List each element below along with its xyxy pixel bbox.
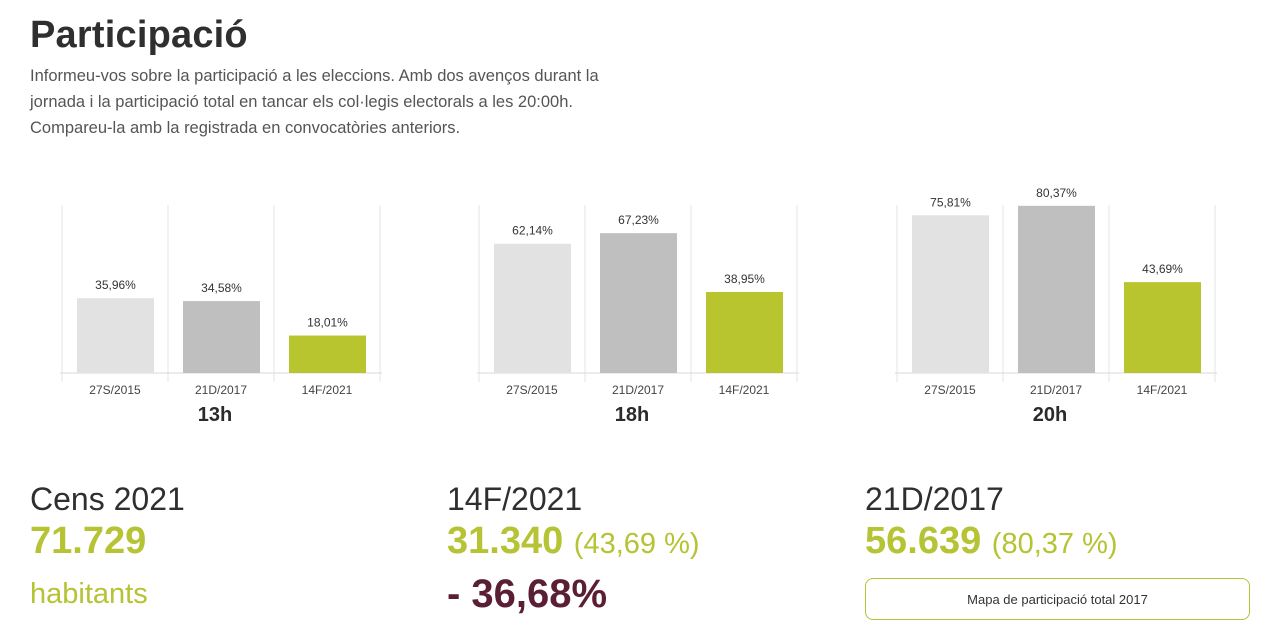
bar-14F/2021 [706, 291, 783, 373]
chart-hour-label: 20h [1032, 404, 1068, 426]
bar-value-label: 34,58% [201, 281, 242, 295]
bar-14F/2021 [289, 335, 366, 373]
participation-chart-20h: 20h 75,81% 27S/2015 80,37% 21D/2017 43,69% 14… [865, 186, 1217, 435]
current-turnout: 31.340 (43,69 %) [447, 518, 847, 567]
page-title: Participació [30, 14, 248, 56]
category-tick-label: 21D/2017 [1030, 383, 1082, 397]
intro-text: Informeu-vos sobre la participació a les… [30, 67, 599, 137]
category-tick-label: 21D/2017 [612, 383, 664, 397]
category-tick-label: 27S/2015 [506, 383, 558, 397]
category-tick-label: 14F/2021 [719, 383, 770, 397]
bar-value-label: 75,81% [930, 195, 971, 209]
bar-value-label: 80,37% [1036, 186, 1077, 200]
turnout-change: - 36,68% [447, 572, 608, 616]
bar-value-label: 43,69% [1142, 262, 1183, 276]
stat-current-election: 14F/2021 31.340 (43,69 %) - 36,68% [447, 480, 847, 619]
chart-svg: 75,81% 27S/2015 80,37% 21D/2017 43,69% 14F/20… [895, 186, 1217, 397]
cens-unit: habitants [30, 578, 148, 610]
bar-value-label: 18,01% [307, 316, 348, 330]
chart-svg: 35,96% 27S/2015 34,58% 21D/2017 18,01% 14F/20… [60, 205, 382, 397]
bar-27S/2015 [494, 243, 571, 373]
bar-27S/2015 [77, 298, 154, 373]
bar-value-label: 62,14% [512, 224, 553, 238]
chart-hour-label: 18h [614, 404, 650, 426]
bar-value-label: 38,95% [724, 272, 765, 286]
category-tick-label: 27S/2015 [89, 383, 141, 397]
bar-14F/2021 [1124, 282, 1201, 373]
current-turnout-pct: (43,69 %) [573, 528, 700, 560]
participation-chart-13h: 13h 35,96% 27S/2015 34,58% 21D/2017 18,01% 14… [30, 205, 382, 435]
category-tick-label: 27S/2015 [924, 383, 976, 397]
bar-21D/2017 [1018, 205, 1095, 373]
stat-previous-election: 21D/2017 56.639 (80,37 %) [865, 480, 1265, 567]
participation-map-button[interactable]: Mapa de participació total 2017 [865, 578, 1250, 620]
current-turnout-value: 31.340 [447, 520, 564, 562]
stat-cens: Cens 2021 71.729 habitants [30, 480, 430, 614]
bar-value-label: 35,96% [95, 278, 136, 292]
bar-27S/2015 [912, 215, 989, 373]
previous-turnout-value: 56.639 [865, 520, 982, 562]
previous-election-label: 21D/2017 [865, 481, 1004, 517]
cens-label: Cens 2021 [30, 481, 185, 517]
bar-21D/2017 [600, 233, 677, 373]
cens-value: 71.729 [30, 520, 147, 562]
previous-turnout-pct: (80,37 %) [991, 528, 1118, 560]
category-tick-label: 21D/2017 [195, 383, 247, 397]
previous-turnout: 56.639 (80,37 %) [865, 518, 1265, 567]
bar-value-label: 67,23% [618, 213, 659, 227]
chart-hour-label: 13h [197, 404, 233, 426]
bar-21D/2017 [183, 301, 260, 373]
chart-svg: 62,14% 27S/2015 67,23% 21D/2017 38,95% 14F/20… [477, 205, 799, 397]
participation-chart-18h: 18h 62,14% 27S/2015 67,23% 21D/2017 38,95% 14… [447, 205, 799, 435]
category-tick-label: 14F/2021 [302, 383, 353, 397]
current-election-label: 14F/2021 [447, 481, 583, 517]
category-tick-label: 14F/2021 [1137, 383, 1188, 397]
